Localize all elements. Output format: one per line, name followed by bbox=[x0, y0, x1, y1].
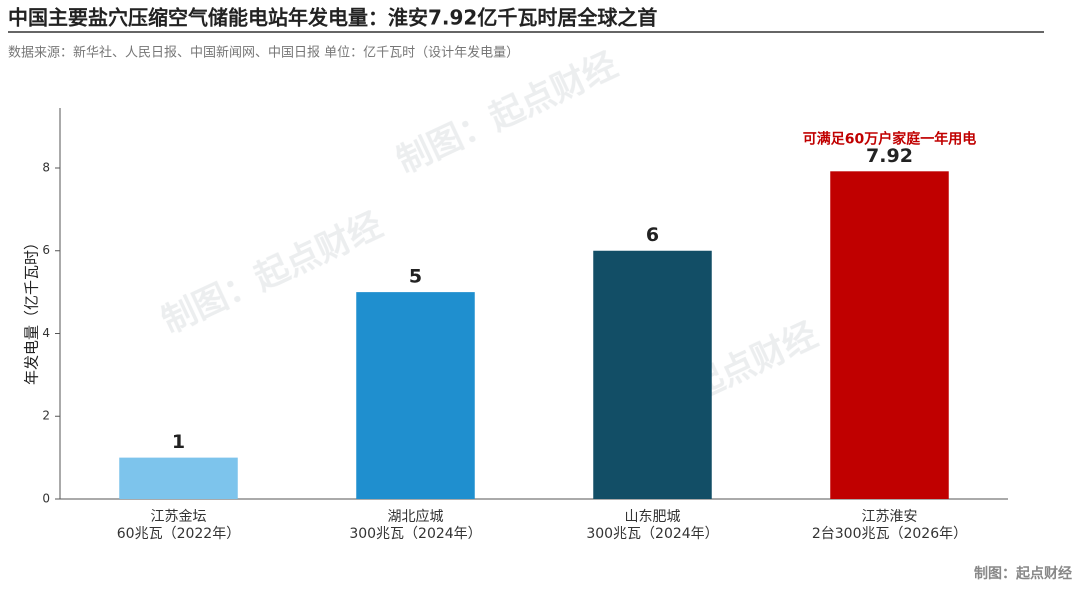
y-tick-label: 0 bbox=[42, 492, 50, 506]
chart-title: 中国主要盐穴压缩空气储能电站年发电量：淮安7.92亿千瓦时居全球之首 bbox=[8, 6, 657, 30]
x-tick-label: 60兆瓦（2022年） bbox=[117, 526, 240, 542]
chart-subtitle: 数据来源：新华社、人民日报、中国新闻网、中国日报 单位：亿千瓦时（设计年发电量） bbox=[8, 45, 519, 61]
y-tick-label: 2 bbox=[42, 409, 50, 423]
value-label: 6 bbox=[646, 224, 659, 246]
x-tick-label: 江苏金坛 bbox=[151, 509, 207, 525]
y-tick-label: 4 bbox=[42, 326, 50, 340]
bar bbox=[593, 250, 712, 499]
watermark: 制图：起点财经 bbox=[391, 45, 624, 182]
credit: 制图：起点财经 bbox=[974, 565, 1072, 582]
y-tick-label: 6 bbox=[42, 243, 50, 257]
value-label: 7.92 bbox=[866, 145, 913, 167]
watermark: 制图：起点财经 bbox=[156, 205, 389, 342]
value-label: 1 bbox=[172, 431, 185, 453]
bar bbox=[119, 457, 238, 499]
value-label: 5 bbox=[409, 266, 422, 288]
x-tick-label: 湖北应城 bbox=[388, 508, 444, 525]
bar bbox=[830, 171, 949, 500]
x-tick-label: 300兆瓦（2024年） bbox=[586, 526, 718, 542]
annotation: 可满足60万户家庭一年用电 bbox=[803, 130, 976, 147]
bar bbox=[356, 292, 475, 499]
x-tick-label: 山东肥城 bbox=[625, 509, 681, 525]
y-tick-label: 8 bbox=[42, 160, 50, 174]
x-tick-label: 300兆瓦（2024年） bbox=[349, 526, 481, 542]
x-tick-label: 2台300兆瓦（2026年） bbox=[812, 526, 967, 542]
y-axis-label: 年发电量（亿千瓦时） bbox=[23, 235, 41, 385]
x-tick-label: 江苏淮安 bbox=[862, 509, 918, 525]
